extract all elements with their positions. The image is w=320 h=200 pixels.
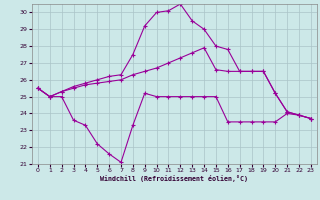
X-axis label: Windchill (Refroidissement éolien,°C): Windchill (Refroidissement éolien,°C)	[100, 175, 248, 182]
